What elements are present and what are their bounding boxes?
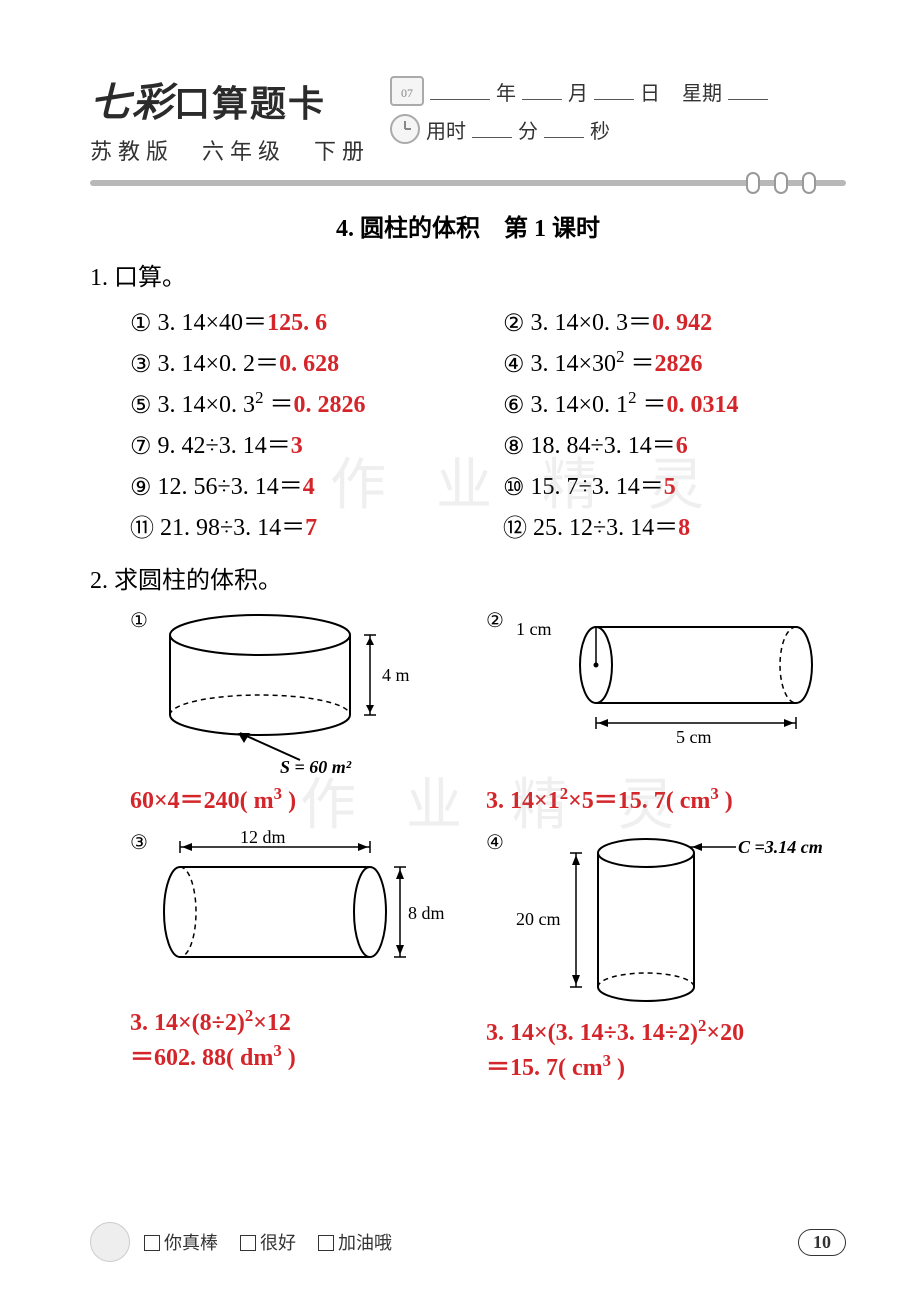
q2-cell-4: ④ C =3.14 cm 20 cm 3. 14×(3. 14 bbox=[486, 827, 846, 1084]
q2-cell-2: ② 1 cm 5 cm 3. 14×12×5＝15. 7( c bbox=[486, 605, 846, 817]
footer: 你真棒 很好 加油哦 10 bbox=[90, 1222, 846, 1262]
dim-height: 4 m bbox=[382, 665, 410, 685]
header-divider bbox=[90, 180, 846, 186]
q2-answer-2: 3. 14×12×5＝15. 7( cm3 ) bbox=[486, 783, 846, 817]
q2-heading: 2. 求圆柱的体积。 bbox=[90, 560, 846, 595]
dim-length: 12 dm bbox=[240, 827, 286, 847]
q1-item: ⑫25. 12÷3. 14＝8 bbox=[503, 507, 846, 542]
cylinder-diagram-2: ② 1 cm 5 cm bbox=[486, 605, 846, 775]
svg-text:①: ① bbox=[130, 610, 148, 632]
page-number: 10 bbox=[798, 1229, 846, 1256]
svg-text:②: ② bbox=[486, 610, 504, 632]
main-title: 七彩口算题卡 bbox=[90, 70, 370, 128]
dim-diameter: 8 dm bbox=[408, 903, 445, 923]
q2-answer-4: 3. 14×(3. 14÷3. 14÷2)2×20＝15. 7( cm3 ) bbox=[486, 1015, 846, 1084]
brand: 七彩 bbox=[90, 80, 174, 125]
q1-item: ⑥3. 14×0. 12 ＝0. 0314 bbox=[503, 384, 846, 419]
label-sec: 秒 bbox=[590, 115, 610, 144]
svg-text:④: ④ bbox=[486, 832, 504, 854]
section-title: 4. 圆柱的体积 第 1 课时 bbox=[90, 208, 846, 243]
q2-answer-3: 3. 14×(8÷2)2×12＝602. 88( dm3 ) bbox=[130, 1005, 466, 1074]
label-weekday: 星期 bbox=[682, 77, 722, 106]
cylinder-diagram-4: ④ C =3.14 cm 20 cm bbox=[486, 827, 846, 1007]
svg-text:③: ③ bbox=[130, 832, 148, 854]
label-year: 年 bbox=[496, 77, 516, 106]
bead-icon bbox=[802, 172, 816, 194]
cylinder-diagram-1: ① 4 m S = 60 m² bbox=[130, 605, 440, 775]
mascot-icon bbox=[90, 1222, 130, 1262]
q1-item: ③3. 14×0. 2＝0. 628 bbox=[130, 343, 473, 378]
q2-cell-3: ③ 12 dm 8 dm bbox=[130, 827, 466, 1084]
cylinder-diagram-3: ③ 12 dm 8 dm bbox=[130, 827, 450, 997]
q1-item: ①3. 14×40＝125. 6 bbox=[130, 302, 473, 337]
bead-icon bbox=[746, 172, 760, 194]
footer-opt: 加油哦 bbox=[318, 1229, 392, 1255]
label-time-prefix: 用时 bbox=[426, 115, 466, 144]
q2-cell-1: ① 4 m S = 60 m² 60×4＝240( m3 ) bbox=[130, 605, 466, 817]
dim-length: 5 cm bbox=[676, 727, 712, 747]
clock-icon bbox=[390, 114, 420, 144]
calendar-icon: 07 bbox=[390, 76, 424, 106]
q1-item: ②3. 14×0. 3＝0. 942 bbox=[503, 302, 846, 337]
title-rest: 口算题卡 bbox=[174, 84, 326, 124]
q1-item: ⑪21. 98÷3. 14＝7 bbox=[130, 507, 473, 542]
q1-heading: 1. 口算。 bbox=[90, 257, 846, 292]
label-min: 分 bbox=[518, 115, 538, 144]
q1-item: ⑩15. 7÷3. 14＝5 bbox=[503, 466, 846, 501]
q2-answer-1: 60×4＝240( m3 ) bbox=[130, 783, 466, 817]
q1-item: ④3. 14×302 ＝2826 bbox=[503, 343, 846, 378]
q1-item: ⑤3. 14×0. 32 ＝0. 2826 bbox=[130, 384, 473, 419]
question-1: 1. 口算。 ①3. 14×40＝125. 6 ②3. 14×0. 3＝0. 94… bbox=[90, 257, 846, 542]
q1-item: ⑧18. 84÷3. 14＝6 bbox=[503, 425, 846, 460]
bead-icon bbox=[774, 172, 788, 194]
meta-block: 07 年 月 日 星期 用时 分 秒 bbox=[390, 70, 846, 152]
dim-base: S = 60 m² bbox=[280, 757, 352, 775]
dim-height: 20 cm bbox=[516, 909, 561, 929]
q1-item: ⑦9. 42÷3. 14＝3 bbox=[130, 425, 473, 460]
footer-opt: 你真棒 bbox=[144, 1229, 218, 1255]
dim-radius: 1 cm bbox=[516, 619, 552, 639]
q1-item: ⑨12. 56÷3. 14＝4 bbox=[130, 466, 473, 501]
dim-circ: C =3.14 cm bbox=[738, 837, 823, 857]
label-day: 日 bbox=[640, 77, 660, 106]
subtitle: 苏教版 六年级 下册 bbox=[90, 134, 370, 166]
footer-opt: 很好 bbox=[240, 1229, 296, 1255]
question-2: 2. 求圆柱的体积。 ① 4 m bbox=[90, 560, 846, 1084]
label-month: 月 bbox=[568, 77, 588, 106]
worksheet-header: 七彩口算题卡 苏教版 六年级 下册 07 年 月 日 星期 用时 分 秒 bbox=[90, 70, 846, 166]
